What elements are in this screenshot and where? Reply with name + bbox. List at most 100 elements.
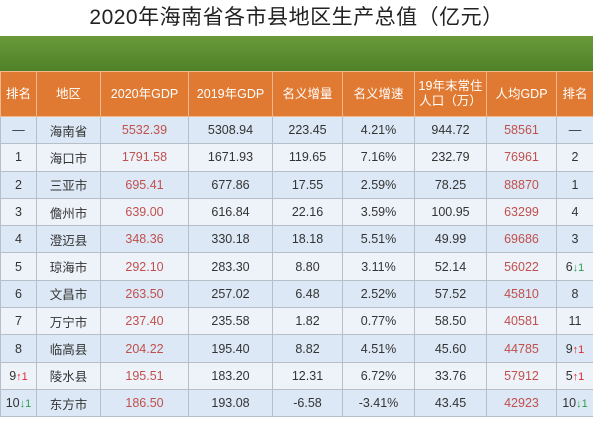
gdp-2019-cell: 183.20 xyxy=(188,361,273,390)
column-header-per-capita-gdp: 人均GDP xyxy=(486,71,557,117)
per-capita-cell: 88870 xyxy=(486,170,557,199)
header-label-line2: 人口（万） xyxy=(419,94,482,108)
rank-value: 6 xyxy=(15,286,22,301)
region-cell: 万宁市 xyxy=(36,307,101,336)
gdp-rank-cell: 7 xyxy=(0,307,37,336)
table-row: 1 海口市 1791.58 1671.93 119.65 7.16% 232.79 76961… xyxy=(0,143,593,172)
increment-cell: 17.55 xyxy=(272,170,343,199)
gdp-rank-cell: 6 xyxy=(0,279,37,309)
growth-cell: -3.41% xyxy=(342,388,415,418)
column-header-per-capita-rank: 排名 xyxy=(556,71,593,117)
per-capita-cell: 58561 xyxy=(486,115,557,145)
header-label: 2020年GDP xyxy=(110,86,179,101)
gdp-2020-cell: 195.51 xyxy=(100,361,189,390)
per-capita-rank-cell: 3 xyxy=(556,225,593,254)
gdp-rank-cell: — xyxy=(0,115,37,145)
per-capita-rank-cell: 6↓1 xyxy=(556,252,593,281)
gdp-2020-cell: 237.40 xyxy=(100,307,189,336)
header-label: 名义增速 xyxy=(353,86,404,101)
gdp-2020-cell: 695.41 xyxy=(100,170,189,199)
rank-value: — xyxy=(12,123,25,138)
growth-cell: 2.52% xyxy=(342,279,415,309)
population-cell: 33.76 xyxy=(414,361,487,390)
table-row: 4 澄迈县 348.36 330.18 18.18 5.51% 49.99 69686 3 xyxy=(0,225,593,254)
table-header: 排名 地区 2020年GDP 2019年GDP 名义增量 名义增速 19年末常住 人口（万）人… xyxy=(0,71,593,117)
rank-value: 4 xyxy=(15,232,22,247)
table-row: — 海南省 5532.39 5308.94 223.45 4.21% 944.72 58561… xyxy=(0,115,593,145)
gdp-rank-cell: 10↓1 xyxy=(0,388,37,418)
per-capita-cell: 63299 xyxy=(486,197,557,227)
gdp-2019-cell: 616.84 xyxy=(188,197,273,227)
region-cell: 文昌市 xyxy=(36,279,101,309)
population-cell: 58.50 xyxy=(414,307,487,336)
region-cell: 海南省 xyxy=(36,115,101,145)
rank-value: 3 xyxy=(15,205,22,220)
table-body: — 海南省 5532.39 5308.94 223.45 4.21% 944.72 58561… xyxy=(0,115,593,418)
gdp-2020-cell: 348.36 xyxy=(100,225,189,254)
per-capita-rank-cell: — xyxy=(556,115,593,145)
population-cell: 232.79 xyxy=(414,143,487,172)
population-cell: 43.45 xyxy=(414,388,487,418)
increment-cell: 18.18 xyxy=(272,225,343,254)
gdp-2019-cell: 257.02 xyxy=(188,279,273,309)
growth-cell: 3.11% xyxy=(342,252,415,281)
per-capita-cell: 45810 xyxy=(486,279,557,309)
gdp-2020-cell: 639.00 xyxy=(100,197,189,227)
increment-cell: 8.82 xyxy=(272,334,343,363)
table-row: 5 琼海市 292.10 283.30 8.80 3.11% 52.14 56022 6↓1 xyxy=(0,252,593,281)
rank-value: 9 xyxy=(9,368,17,383)
gdp-2020-cell: 263.50 xyxy=(100,279,189,309)
gdp-2019-cell: 677.86 xyxy=(188,170,273,199)
rank-value: 5 xyxy=(15,259,22,274)
per-capita-rank-cell: 5↑1 xyxy=(556,361,593,390)
rank-value: 11 xyxy=(568,314,582,329)
population-cell: 944.72 xyxy=(414,115,487,145)
per-capita-rank-cell: 1 xyxy=(556,170,593,199)
per-capita-rank-cell: 4 xyxy=(556,197,593,227)
gdp-rank-cell: 5 xyxy=(0,252,37,281)
per-capita-rank-cell: 10↓1 xyxy=(556,388,593,418)
per-capita-cell: 56022 xyxy=(486,252,557,281)
rank-change-badge: ↑1 xyxy=(572,343,585,356)
population-cell: 49.99 xyxy=(414,225,487,254)
rank-value: 8 xyxy=(571,286,579,301)
rank-value: 8 xyxy=(15,341,22,356)
growth-cell: 4.21% xyxy=(342,115,415,145)
increment-cell: 223.45 xyxy=(272,115,343,145)
header-label: 地区 xyxy=(55,86,81,101)
growth-cell: 0.77% xyxy=(342,307,415,336)
population-cell: 100.95 xyxy=(414,197,487,227)
rank-value: 2 xyxy=(571,150,579,165)
table-row: 7 万宁市 237.40 235.58 1.82 0.77% 58.50 40581 11 xyxy=(0,307,593,336)
rank-value: 7 xyxy=(15,314,22,329)
rank-value: 4 xyxy=(571,205,579,220)
column-header-nominal-growth: 名义增速 xyxy=(342,71,415,117)
rank-change-badge: ↓1 xyxy=(572,261,585,274)
table-row: 8 临高县 204.22 195.40 8.82 4.51% 45.60 44785 9↑1 xyxy=(0,334,593,363)
per-capita-cell: 57912 xyxy=(486,361,557,390)
header-label: 2019年GDP xyxy=(196,86,265,101)
gdp-rank-cell: 9↑1 xyxy=(0,361,37,390)
increment-cell: 22.16 xyxy=(272,197,343,227)
column-header-gdp-2020: 2020年GDP xyxy=(100,71,189,117)
gdp-2020-cell: 186.50 xyxy=(100,388,189,418)
gdp-2020-cell: 204.22 xyxy=(100,334,189,363)
region-cell: 三亚市 xyxy=(36,170,101,199)
per-capita-cell: 76961 xyxy=(486,143,557,172)
rank-value: 10 xyxy=(562,396,577,411)
growth-cell: 6.72% xyxy=(342,361,415,390)
increment-cell: 12.31 xyxy=(272,361,343,390)
header-label: 人均GDP xyxy=(495,86,548,101)
gdp-2019-cell: 1671.93 xyxy=(188,143,273,172)
rank-change-badge: ↑1 xyxy=(572,370,585,383)
column-header-population: 19年末常住 人口（万） xyxy=(414,71,487,117)
rank-value: 2 xyxy=(15,177,22,192)
gdp-2020-cell: 1791.58 xyxy=(100,143,189,172)
header-label: 名义增量 xyxy=(282,86,333,101)
rank-change-badge: ↓1 xyxy=(19,398,32,411)
table-row: 10↓1 东方市 186.50 193.08 -6.58 -3.41% 43.45 42923… xyxy=(0,388,593,418)
gdp-2020-cell: 5532.39 xyxy=(100,115,189,145)
gdp-2019-cell: 5308.94 xyxy=(188,115,273,145)
per-capita-cell: 44785 xyxy=(486,334,557,363)
